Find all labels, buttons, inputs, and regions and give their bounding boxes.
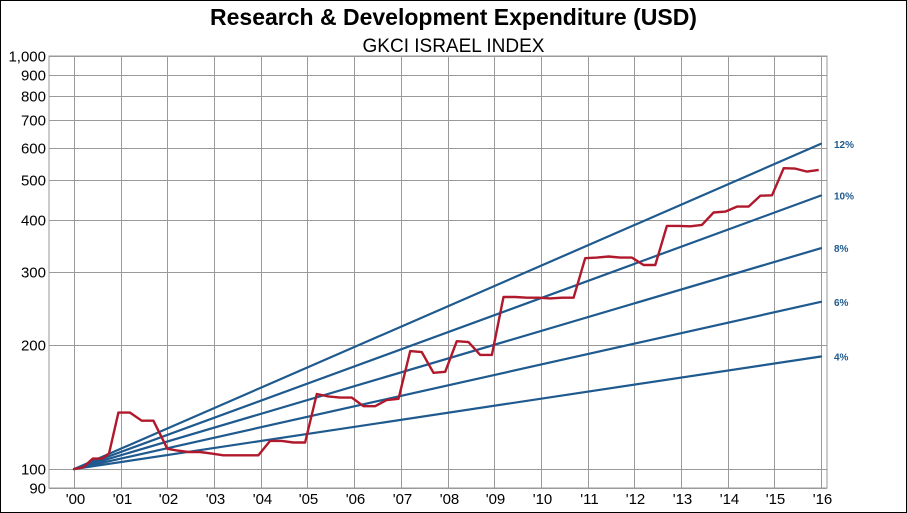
- x-tick-label: '16: [813, 491, 833, 508]
- x-tick-label: '04: [253, 491, 273, 508]
- growth-line-label: 10%: [834, 192, 854, 203]
- chart-subtitle: GKCI ISRAEL INDEX: [362, 36, 545, 57]
- x-tick-label: '14: [720, 491, 740, 508]
- x-tick-label: '12: [626, 491, 646, 508]
- y-tick-label: 300: [21, 265, 46, 282]
- growth-lines: 12% 10% 8% 6% 4%: [72, 140, 854, 471]
- x-tick-label: '02: [159, 491, 179, 508]
- series-line: [73, 166, 819, 471]
- x-tick-label: '13: [673, 491, 693, 508]
- x-tick-label: '06: [346, 491, 366, 508]
- growth-line: [72, 300, 823, 471]
- y-tick-label: 800: [21, 89, 46, 106]
- growth-line-label: 4%: [834, 353, 849, 364]
- x-tick-label: '15: [766, 491, 786, 508]
- y-tick-label: 900: [21, 68, 46, 85]
- series-group: [73, 166, 819, 471]
- x-tick-label: '10: [533, 491, 553, 508]
- y-tick-label: 90: [29, 481, 46, 498]
- y-tick-label: 600: [21, 141, 46, 158]
- growth-line-label: 6%: [834, 298, 849, 309]
- x-tick-label: '05: [299, 491, 319, 508]
- x-tick-label: '07: [393, 491, 413, 508]
- x-tick-labels: '00 '01 '02 '03 '04 '05 '06 '07 '08 '09 '10 '11 '12 '…: [66, 491, 833, 508]
- x-tick-label: '08: [440, 491, 460, 508]
- x-tick-label: '11: [580, 491, 598, 508]
- growth-line-label: 12%: [834, 140, 854, 151]
- growth-line: [72, 247, 823, 471]
- growth-line: [72, 355, 823, 471]
- growth-line-label: 8%: [834, 244, 849, 255]
- x-tick-label: '01: [113, 491, 133, 508]
- grid: [48, 55, 828, 489]
- y-tick-label: 400: [21, 213, 46, 230]
- y-tick-label: 700: [21, 113, 46, 130]
- x-tick-label: '09: [486, 491, 506, 508]
- y-tick-label: 1,000: [8, 49, 46, 66]
- x-tick-label: '03: [206, 491, 226, 508]
- growth-line: [72, 194, 823, 471]
- y-tick-label: 500: [21, 173, 46, 190]
- y-tick-label: 100: [21, 462, 46, 479]
- chart-title: Research & Development Expenditure (USD): [210, 4, 697, 30]
- y-tick-labels: 90 100 200 300 400 500 600 700 800 900 1,000: [8, 49, 46, 498]
- x-tick-label: '00: [66, 491, 86, 508]
- growth-line: [72, 142, 823, 471]
- y-tick-label: 200: [21, 338, 46, 355]
